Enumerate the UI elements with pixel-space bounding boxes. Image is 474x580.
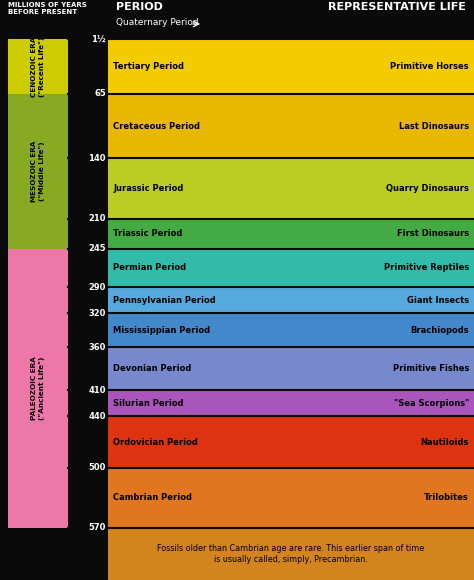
Bar (8, 94, 68, 249)
Bar (8, 249, 68, 528)
Bar (108, 313, 474, 347)
Text: Last Dinosaurs: Last Dinosaurs (399, 122, 469, 130)
Text: 360: 360 (89, 343, 106, 352)
Text: "Sea Scorpions": "Sea Scorpions" (393, 399, 469, 408)
Bar (108, 158, 474, 219)
Text: 290: 290 (89, 283, 106, 292)
Text: 65: 65 (94, 89, 106, 99)
Bar (108, 287, 474, 313)
Text: 570: 570 (89, 524, 106, 532)
Text: 1½: 1½ (91, 35, 106, 44)
Bar (108, 94, 474, 158)
Bar (108, 347, 474, 390)
Text: 140: 140 (89, 154, 106, 163)
Text: Triassic Period: Triassic Period (113, 229, 182, 238)
Bar (108, 528, 474, 580)
Text: Jurassic Period: Jurassic Period (113, 184, 183, 193)
Bar (0, 0, 8, 580)
Text: Cretaceous Period: Cretaceous Period (113, 122, 200, 130)
Bar (108, 468, 474, 528)
Bar (108, 390, 474, 416)
Text: PALEOZOIC ERA
("Ancient Life"): PALEOZOIC ERA ("Ancient Life") (31, 357, 45, 420)
Text: Primitive Reptiles: Primitive Reptiles (384, 263, 469, 273)
Text: 245: 245 (88, 244, 106, 253)
Bar (8, 39, 68, 94)
Text: Ordovician Period: Ordovician Period (113, 437, 198, 447)
Text: CENOZOIC ERA
("Recent Life"): CENOZOIC ERA ("Recent Life") (31, 37, 45, 97)
Text: Mississippian Period: Mississippian Period (113, 326, 210, 335)
Text: 320: 320 (89, 309, 106, 318)
Text: REPRESENTATIVE LIFE: REPRESENTATIVE LIFE (328, 2, 466, 12)
Text: 440: 440 (89, 412, 106, 420)
Text: Pennsylvanian Period: Pennsylvanian Period (113, 296, 216, 304)
Bar (108, 219, 474, 249)
Text: Cambrian Period: Cambrian Period (113, 494, 192, 502)
Text: MESOZOIC ERA
("Middle Life"): MESOZOIC ERA ("Middle Life") (31, 140, 45, 202)
Text: 210: 210 (89, 214, 106, 223)
Text: Brachiopods: Brachiopods (410, 326, 469, 335)
Text: Tertiary Period: Tertiary Period (113, 62, 184, 71)
Bar (0, 0, 474, 38)
Text: Devonian Period: Devonian Period (113, 364, 191, 374)
Bar (108, 39, 474, 94)
Bar (108, 249, 474, 287)
Text: 500: 500 (89, 463, 106, 472)
Text: Quaternary Period: Quaternary Period (116, 18, 199, 27)
Text: First Dinosaurs: First Dinosaurs (397, 229, 469, 238)
Text: Fossils older than Cambrian age are rare. This earlier span of time
is usually c: Fossils older than Cambrian age are rare… (157, 543, 425, 564)
Bar (68, 38, 108, 528)
Bar (68, 0, 108, 38)
Text: Silurian Period: Silurian Period (113, 399, 183, 408)
Bar (108, 416, 474, 468)
Text: Permian Period: Permian Period (113, 263, 186, 273)
Text: Trilobites: Trilobites (424, 494, 469, 502)
Text: Primitive Fishes: Primitive Fishes (392, 364, 469, 374)
Text: Primitive Horses: Primitive Horses (391, 62, 469, 71)
Text: Nautiloids: Nautiloids (420, 437, 469, 447)
Text: Giant Insects: Giant Insects (407, 296, 469, 304)
Text: 410: 410 (89, 386, 106, 395)
Text: PERIOD: PERIOD (116, 2, 163, 12)
Text: MILLIONS OF YEARS
BEFORE PRESENT: MILLIONS OF YEARS BEFORE PRESENT (8, 2, 87, 15)
Text: Quarry Dinosaurs: Quarry Dinosaurs (386, 184, 469, 193)
